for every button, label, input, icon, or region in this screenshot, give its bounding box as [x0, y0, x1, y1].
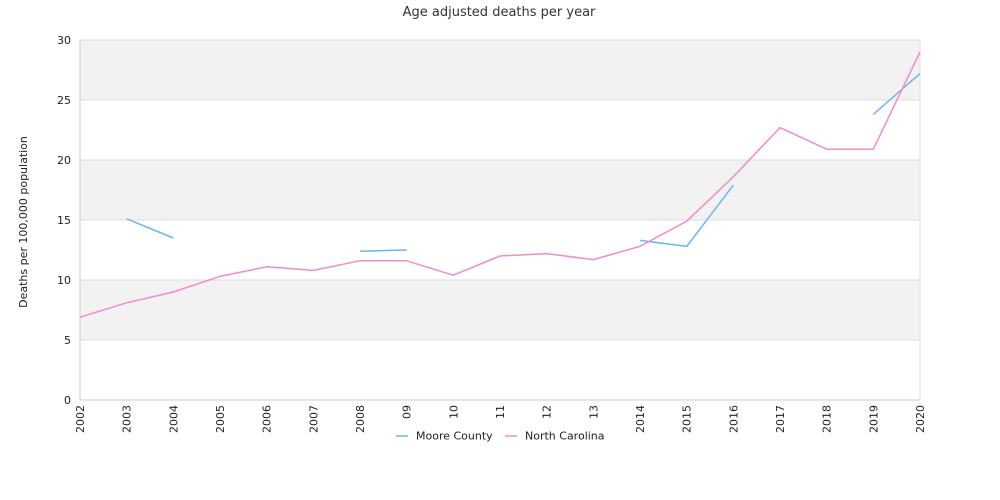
x-axis-ticks: 2002 2003 2004 2005 2006 2007 2008 09 10 11 12 13 20…	[74, 405, 927, 433]
x-tick-label: 09	[401, 405, 414, 419]
x-tick-label: 2008	[354, 405, 367, 433]
x-tick-label: 2015	[681, 405, 694, 433]
x-tick-label: 2006	[261, 405, 274, 433]
x-tick-label: 2014	[634, 405, 647, 433]
legend: Moore County North Carolina	[396, 430, 605, 443]
plot-background	[80, 40, 920, 400]
x-tick-label: 2007	[307, 405, 320, 433]
x-tick-label: 2017	[774, 405, 787, 433]
x-tick-label: 2020	[914, 405, 927, 433]
x-tick-label: 2005	[214, 405, 227, 433]
x-tick-label: 2003	[121, 405, 134, 433]
series-line-moore-county	[126, 73, 921, 252]
y-tick-label: 5	[64, 334, 71, 347]
y-tick-label: 30	[57, 34, 71, 47]
y-axis-label: Deaths per 100,000 population	[17, 136, 30, 308]
legend-label: Moore County	[416, 430, 493, 443]
x-tick-label: 13	[587, 405, 600, 419]
x-tick-label: 12	[541, 405, 554, 419]
x-tick-label: 10	[447, 405, 460, 419]
grid-band	[80, 100, 920, 160]
grid-band	[80, 340, 920, 400]
grid-band	[80, 160, 920, 220]
y-tick-label: 0	[64, 394, 71, 407]
x-tick-label: 2004	[167, 405, 180, 433]
series-lines	[79, 51, 921, 318]
y-tick-label: 15	[57, 214, 71, 227]
grid-band	[80, 220, 920, 280]
grid-band	[80, 280, 920, 340]
y-tick-label: 25	[57, 94, 71, 107]
legend-label: North Carolina	[525, 430, 605, 443]
x-tick-label: 2018	[821, 405, 834, 433]
grid-band	[80, 40, 920, 100]
y-axis-ticks: 0 5 10 15 20 25 30	[57, 34, 71, 407]
x-tick-label: 2002	[74, 405, 87, 433]
x-tick-label: 2019	[867, 405, 880, 433]
grid-lines	[79, 39, 921, 401]
y-tick-label: 10	[57, 274, 71, 287]
x-tick-label: 11	[494, 405, 507, 419]
series-line-north-carolina	[79, 51, 921, 318]
y-tick-label: 20	[57, 154, 71, 167]
chart-title: Age adjusted deaths per year	[403, 5, 596, 20]
x-tick-label: 2016	[727, 405, 740, 433]
